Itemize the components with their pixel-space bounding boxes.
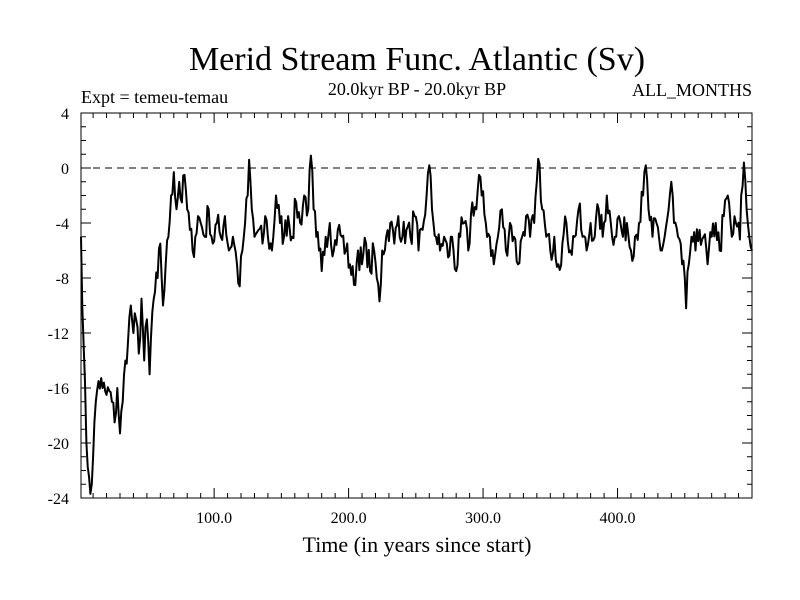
x-tick-label: 200.0 xyxy=(331,510,367,527)
y-tick-label: -8 xyxy=(56,271,69,288)
y-tick-label: -16 xyxy=(48,381,69,398)
months-label: ALL_MONTHS xyxy=(632,80,752,100)
experiment-label: Expt = temeu-temau xyxy=(81,87,228,107)
y-tick-label: -4 xyxy=(56,216,69,233)
x-axis-label: Time (in years since start) xyxy=(303,532,532,557)
x-tick-label: 100.0 xyxy=(196,510,232,527)
y-tick-label: -24 xyxy=(48,491,69,508)
y-tick-label: 4 xyxy=(61,106,69,123)
x-tick-label: 300.0 xyxy=(465,510,501,527)
y-tick-label: -20 xyxy=(48,436,69,453)
series-line xyxy=(80,154,753,495)
chart-title: Merid Stream Func. Atlantic (Sv) xyxy=(189,41,645,78)
y-minor-ticks xyxy=(81,126,752,485)
y-tick-label: -12 xyxy=(48,326,69,343)
chart-subtitle: 20.0kyr BP - 20.0kyr BP xyxy=(328,79,506,99)
plot-frame xyxy=(80,112,753,499)
x-minor-ticks xyxy=(92,113,740,498)
x-tick-label: 400.0 xyxy=(600,510,636,527)
x-axis: 100.0 200.0 300.0 400.0 xyxy=(196,510,635,527)
y-tick-label: 0 xyxy=(61,161,69,178)
y-axis: -24 -20 -16 -12 -8 -4 0 4 xyxy=(48,106,69,508)
